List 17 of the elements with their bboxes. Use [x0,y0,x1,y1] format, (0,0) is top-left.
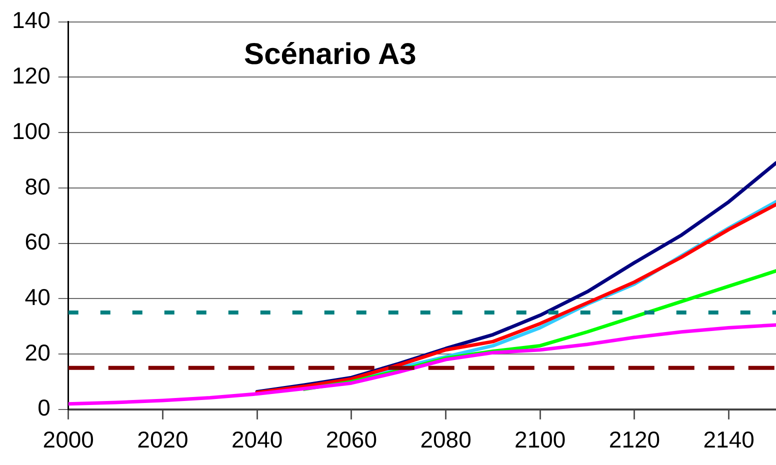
x-tick-label: 2020 [137,426,188,453]
text: Scénario A3 [244,38,416,72]
x-tick-label: 2140 [703,426,754,453]
x-tick-label: 2000 [42,426,94,453]
y-tick-label: 40 [24,284,50,310]
x-tick-label: 2080 [420,426,472,453]
y-tick-label: 100 [12,118,50,144]
x-tick-label: 2120 [608,426,660,453]
x-tick-label: 2040 [231,426,283,453]
y-tick-label: 80 [24,173,50,200]
y-tick-label: 20 [24,339,50,366]
x-tick-label: 2100 [514,426,566,453]
y-tick-label: 0 [38,394,50,421]
y-tick-label: 140 [12,7,50,34]
x-tick-label: 2060 [326,426,378,453]
y-tick-label: 120 [12,62,50,89]
y-tick-label: 60 [24,228,50,255]
